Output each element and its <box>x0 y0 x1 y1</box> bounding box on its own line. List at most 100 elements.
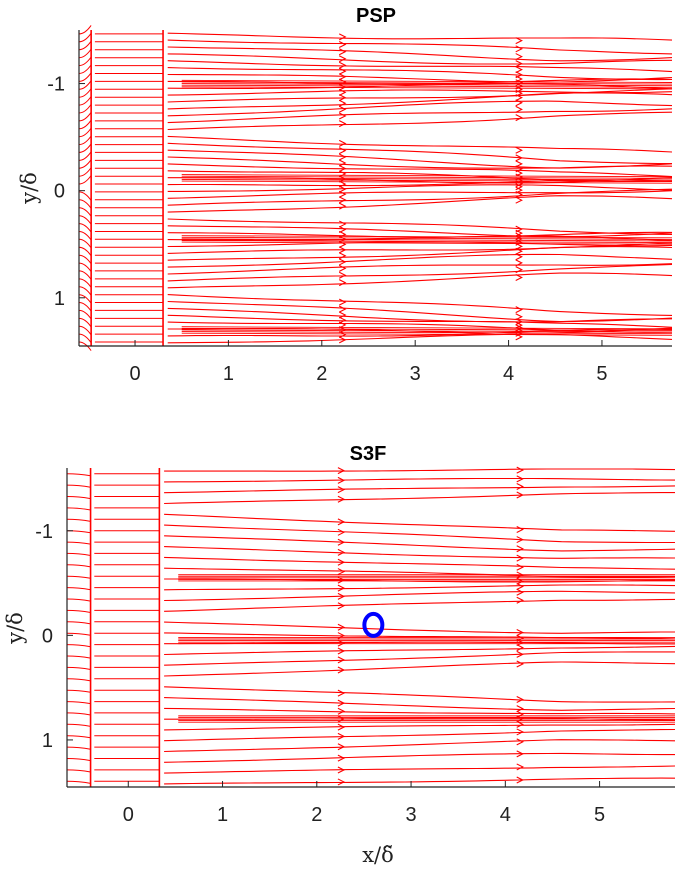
streamline <box>167 314 673 328</box>
streamline-arrow <box>337 647 346 655</box>
streamline-arrow <box>515 273 523 281</box>
x-tick-label: 1 <box>217 804 228 826</box>
streamline-arrow <box>515 196 523 204</box>
streamline-arrow <box>338 120 347 128</box>
streamline-arrow <box>516 482 524 490</box>
streamline-arrow <box>337 639 346 647</box>
streamline <box>167 142 672 165</box>
streamline <box>78 135 92 146</box>
streamline-arrow <box>338 225 347 233</box>
streamline-arrow <box>516 475 524 483</box>
streamline-arrow <box>337 467 346 475</box>
streamline <box>66 735 91 739</box>
streamline-arrow <box>338 48 347 56</box>
streamline-arrow <box>337 656 346 664</box>
streamline <box>66 598 91 602</box>
streamline-arrow <box>337 602 346 610</box>
streamline-arrow <box>338 311 347 319</box>
streamline <box>78 325 92 336</box>
streamline-arrow <box>337 699 346 707</box>
streamline-arrow <box>337 584 346 592</box>
convergence-line <box>181 79 673 83</box>
streamline <box>164 651 675 666</box>
streamline <box>167 46 673 62</box>
streamline-arrow <box>515 45 523 53</box>
y-tick-label: -1 <box>35 521 53 543</box>
streamline-arrow <box>338 139 347 147</box>
streamline <box>66 632 91 636</box>
streamline <box>167 92 673 110</box>
streamline <box>66 678 91 682</box>
streamline-arrow <box>337 723 346 731</box>
streamline-arrow <box>338 202 347 210</box>
streamline-arrow <box>515 180 523 188</box>
streamline-arrow <box>515 266 523 274</box>
streamline-arrow <box>338 61 347 69</box>
streamline <box>164 468 676 472</box>
streamline-arrow <box>338 298 347 306</box>
streamline-arrow <box>338 99 347 107</box>
streamline-arrow <box>337 754 346 762</box>
streamline-arrow <box>338 258 347 266</box>
streamline-arrow <box>338 240 347 248</box>
streamline <box>66 564 91 568</box>
chart-title: PSP <box>356 5 396 27</box>
streamline-arrow <box>515 146 523 154</box>
streamline <box>78 333 92 343</box>
x-tick-label: 5 <box>596 363 607 385</box>
streamline <box>78 341 92 351</box>
streamline <box>167 195 673 213</box>
streamline <box>164 739 676 753</box>
streamline-arrow <box>515 253 523 261</box>
streamline <box>167 242 673 254</box>
streamline <box>78 64 92 74</box>
streamline <box>167 333 673 344</box>
streamline-arrow <box>338 88 347 96</box>
streamline <box>78 96 92 106</box>
streamline <box>66 780 91 784</box>
convergence-line <box>181 326 673 330</box>
streamline-arrow <box>515 190 523 198</box>
streamline <box>66 644 91 648</box>
streamline-arrow <box>516 596 524 604</box>
s3f-streamlines <box>66 466 676 787</box>
streamline <box>78 88 92 98</box>
convergence-line <box>181 83 673 87</box>
streamline-arrow <box>338 264 347 272</box>
streamline <box>66 575 91 579</box>
streamline-arrow <box>516 629 524 636</box>
streamline <box>167 184 673 192</box>
streamline <box>78 302 92 312</box>
s3f-marker <box>362 611 385 638</box>
streamline <box>167 60 673 73</box>
convergence-line <box>181 81 673 85</box>
s3f-panel: S3F 0 1 2 3 4 5 -1 0 1 y/δ x/δ̃ <box>3 443 676 867</box>
streamline <box>164 621 675 634</box>
marker-circle <box>362 611 385 638</box>
streamline-arrow <box>515 242 523 250</box>
streamline-arrow <box>338 246 347 254</box>
streamline <box>164 728 676 742</box>
streamline <box>167 272 673 289</box>
streamline <box>164 707 676 715</box>
streamline-arrow <box>337 592 346 600</box>
streamline <box>167 188 673 206</box>
streamline <box>164 765 676 774</box>
streamline-arrow <box>337 732 346 740</box>
streamline-arrow <box>337 689 346 697</box>
streamline <box>78 56 92 67</box>
streamline-arrow <box>338 316 347 324</box>
x-tick-label: 1 <box>223 363 234 385</box>
x-tick-label: 4 <box>503 363 514 385</box>
streamline-arrow <box>338 170 347 178</box>
streamline <box>167 263 673 282</box>
streamline <box>164 492 675 505</box>
x-tick-label: 2 <box>316 363 327 385</box>
streamline <box>78 80 92 90</box>
streamline-arrow <box>338 252 347 260</box>
streamline <box>78 199 92 209</box>
streamline-arrow <box>337 568 346 576</box>
streamline <box>167 246 673 261</box>
streamline <box>167 73 673 83</box>
streamline <box>66 712 91 716</box>
